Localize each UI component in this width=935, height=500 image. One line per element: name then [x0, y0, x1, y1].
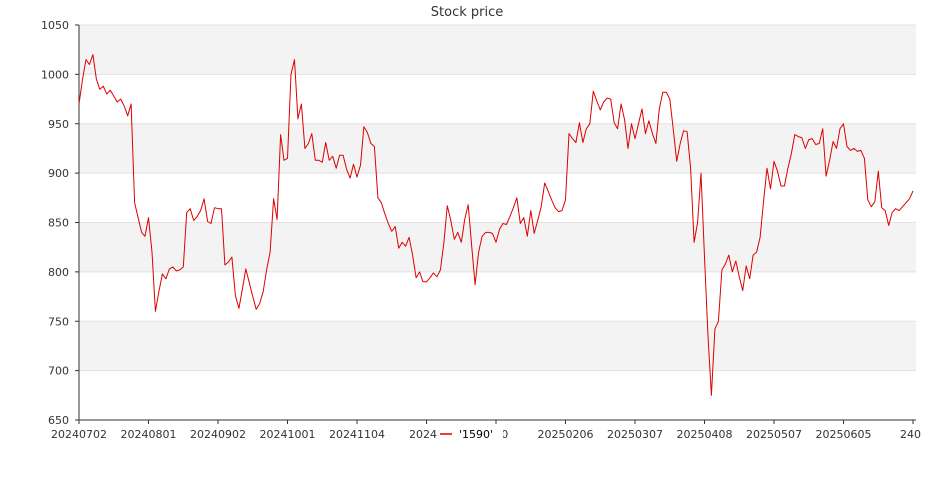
y-tick-label: 750	[48, 315, 69, 328]
chart-title: Stock price	[431, 5, 503, 20]
y-tick-label: 950	[48, 118, 69, 131]
x-tick-label: 20240902	[190, 428, 246, 441]
grid-band	[79, 271, 916, 322]
x-tick-label: 240	[900, 428, 921, 441]
y-axis-ticks: 650 700 750 800 850 900 950 1000 1050	[41, 19, 79, 427]
x-axis-ticks: 20240702 20240801 20240902 20241001 20241104…	[51, 420, 921, 441]
x-tick-label: 20241001	[260, 428, 316, 441]
legend-background	[437, 425, 503, 439]
x-tick-label: 20250206	[538, 428, 594, 441]
x-tick-label: 20250408	[677, 428, 733, 441]
y-tick-label: 900	[48, 167, 69, 180]
grid-band	[79, 74, 916, 124]
y-tick-label: 1050	[41, 19, 69, 32]
y-tick-label: 800	[48, 266, 69, 279]
y-tick-label: 850	[48, 217, 69, 230]
grid-band	[79, 321, 916, 371]
y-tick-label: 1000	[41, 68, 69, 81]
x-tick-label: 20240801	[121, 428, 177, 441]
y-tick-label: 650	[48, 414, 69, 427]
series-layer	[78, 54, 914, 396]
x-tick-label: 20240702	[51, 428, 107, 441]
y-tick-label: 700	[48, 365, 69, 378]
x-tick-label: 20241	[409, 428, 444, 441]
grid-band	[79, 222, 916, 272]
grid-band	[79, 123, 916, 174]
x-tick-label: 20241104	[329, 428, 385, 441]
grid-bands	[79, 25, 916, 420]
legend[interactable]: '1590'	[437, 425, 503, 441]
x-tick-label: 20250605	[816, 428, 872, 441]
grid-band	[79, 25, 916, 75]
legend-label: '1590'	[459, 428, 493, 441]
series-line	[78, 54, 914, 396]
grid-band	[79, 173, 916, 223]
grid-band	[79, 370, 916, 420]
x-tick-label: 20250307	[607, 428, 663, 441]
x-tick-label: 20250507	[746, 428, 802, 441]
